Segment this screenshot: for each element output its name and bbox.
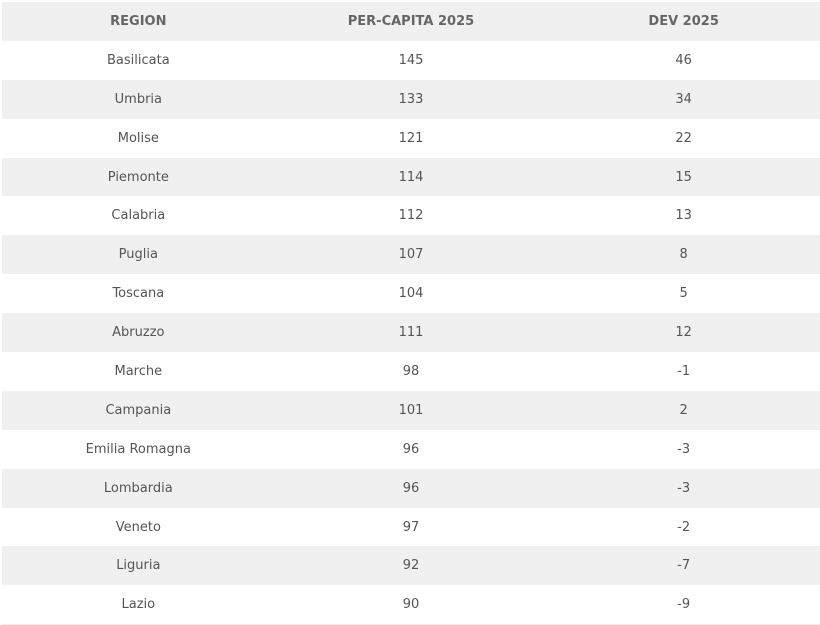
dev-cell: 2 <box>679 402 688 418</box>
table-row: Campania 101 2 <box>2 390 820 430</box>
per-capita-cell: 90 <box>402 597 420 613</box>
per-capita-cell: 104 <box>398 286 424 302</box>
region-cell: Calabria <box>111 208 166 224</box>
table-row: Veneto 97 -2 <box>2 508 820 547</box>
column-header-dev-2025[interactable]: DEV 2025 <box>547 2 820 41</box>
dev-cell: 5 <box>679 286 688 302</box>
per-capita-cell: 98 <box>402 363 420 379</box>
dev-cell: -7 <box>677 558 691 574</box>
column-header-region[interactable]: REGION <box>2 2 275 41</box>
table-row: Lazio 90 -9 <box>2 585 820 625</box>
dev-cell: 22 <box>675 130 692 146</box>
dev-cell: 34 <box>675 91 692 107</box>
table-row: Umbria 133 34 <box>2 79 820 119</box>
per-capita-cell: 114 <box>398 169 424 185</box>
dev-cell: -3 <box>677 441 691 457</box>
region-cell: Veneto <box>115 519 161 535</box>
dev-cell: -9 <box>677 597 691 613</box>
table-row: Molise 121 22 <box>2 119 820 158</box>
region-cell: Marche <box>114 363 163 379</box>
table-row: Lombardia 96 -3 <box>2 468 820 508</box>
per-capita-cell: 145 <box>398 52 424 68</box>
table-row: Marche 98 -1 <box>2 352 820 391</box>
table-row: Abruzzo 111 12 <box>2 313 820 353</box>
region-cell: Basilicata <box>106 52 170 68</box>
per-capita-cell: 111 <box>398 325 424 341</box>
table-row: Emilia Romagna 96 -3 <box>2 430 820 469</box>
dev-cell: 13 <box>675 208 692 224</box>
per-capita-cell: 96 <box>402 480 420 496</box>
dev-cell: -2 <box>677 519 691 535</box>
per-capita-cell: 97 <box>402 519 420 535</box>
region-cell: Lazio <box>121 597 156 613</box>
dev-cell: 12 <box>675 325 692 341</box>
per-capita-cell: 107 <box>398 247 424 263</box>
per-capita-cell: 112 <box>398 208 424 224</box>
region-cell: Umbria <box>114 91 162 107</box>
region-cell: Lombardia <box>103 480 173 496</box>
per-capita-cell: 133 <box>398 91 424 107</box>
table-row: Basilicata 145 46 <box>2 41 820 80</box>
table-row: Liguria 92 -7 <box>2 546 820 586</box>
region-cell: Toscana <box>112 286 165 302</box>
region-cell: Molise <box>117 130 159 146</box>
dev-cell: 46 <box>675 52 692 68</box>
column-header-per-capita-2025[interactable]: PER-CAPITA 2025 <box>274 2 548 41</box>
dev-cell: 15 <box>675 169 692 185</box>
dev-cell: 8 <box>679 247 688 263</box>
per-capita-cell: 96 <box>402 441 420 457</box>
region-cell: Emilia Romagna <box>85 441 191 457</box>
table-row: Piemonte 114 15 <box>2 157 820 197</box>
per-capita-cell: 121 <box>398 130 424 146</box>
region-cell: Abruzzo <box>112 325 165 341</box>
dev-cell: -3 <box>677 480 691 496</box>
region-cell: Liguria <box>116 558 161 574</box>
region-cell: Campania <box>105 402 172 418</box>
per-capita-cell: 92 <box>402 558 420 574</box>
region-cell: Puglia <box>118 247 158 263</box>
header-row: REGION PER-CAPITA 2025 DEV 2025 <box>2 2 820 41</box>
region-cell: Piemonte <box>107 169 169 185</box>
table-row: Puglia 107 8 <box>2 235 820 275</box>
dev-cell: -1 <box>677 363 691 379</box>
per-capita-cell: 101 <box>398 402 424 418</box>
table-row: Toscana 104 5 <box>2 274 820 313</box>
table-row: Calabria 112 13 <box>2 196 820 235</box>
